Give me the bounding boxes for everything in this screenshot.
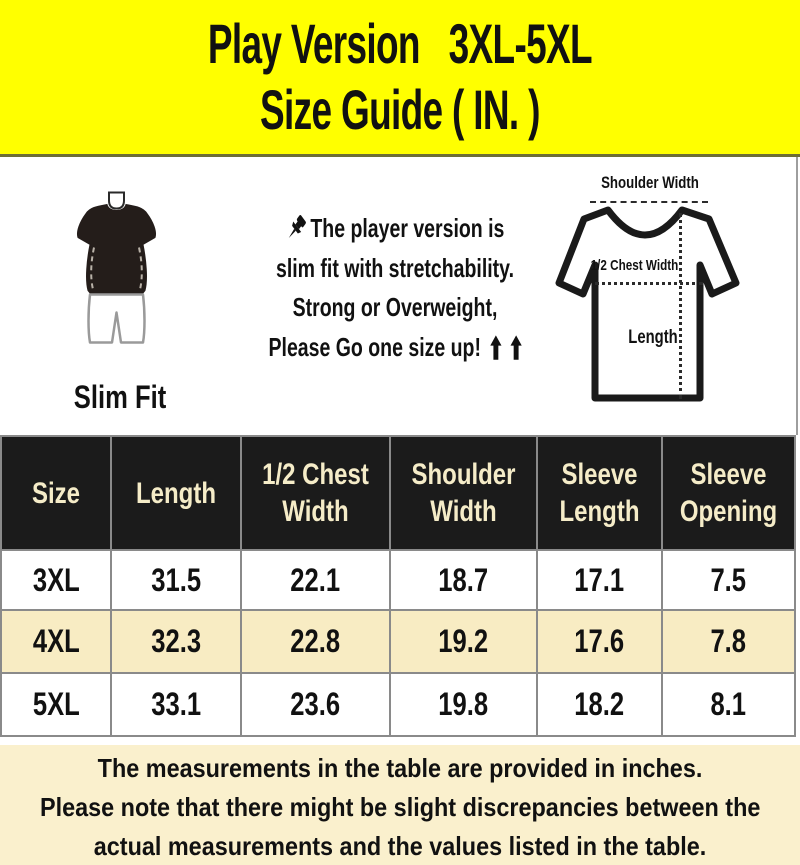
table-header-cell: Size <box>2 437 110 549</box>
title-line-2-text: Size Guide ( IN. ) <box>260 78 540 141</box>
fit-note: The player version is slim fit with stre… <box>225 209 565 367</box>
fit-note-line-3: Strong or Overweight, <box>292 292 498 322</box>
table-header-cell: Sleeve Opening <box>663 437 794 549</box>
fit-note-text-4: Please Go one size up! <box>268 331 481 362</box>
up-arrow-icon <box>510 335 522 360</box>
footer-line-2: Please note that there might be slight d… <box>40 792 761 822</box>
footer-note: The measurements in the table are provid… <box>0 745 800 865</box>
table-cell: 7.8 <box>663 611 794 672</box>
table-cell: 32.3 <box>112 611 240 672</box>
up-arrow-icon <box>489 335 502 360</box>
table-cell: 8.1 <box>663 674 794 735</box>
black-top-shape <box>77 203 156 300</box>
slim-fit-label: Slim Fit <box>73 379 167 415</box>
table-cell: 19.2 <box>391 611 536 672</box>
fit-note-line-2: slim fit with stretchability. <box>275 252 515 283</box>
table-cell: 22.8 <box>242 611 389 672</box>
table-header-cell: Shoulder Width <box>391 437 536 549</box>
fit-note-text-1: The player version is <box>310 213 505 243</box>
title-line-1-text: Play Version 3XL-5XL <box>208 12 593 75</box>
shoulder-width-label: Shoulder Width <box>601 173 699 192</box>
table-header-cell: Sleeve Length <box>538 437 661 549</box>
length-label: Length <box>628 327 678 348</box>
footer-line-1: The measurements in the table are provid… <box>97 753 703 783</box>
table-cell: 22.1 <box>242 551 389 609</box>
table-cell-size: 3XL <box>2 551 110 609</box>
table-cell: 31.5 <box>112 551 240 609</box>
table-cell: 23.6 <box>242 674 389 735</box>
table-cell: 19.8 <box>391 674 536 735</box>
slim-fit-figure-illustration <box>77 191 156 344</box>
table-header-cell: Length <box>112 437 240 549</box>
fit-info-section: Slim Fit The player version is slim fit … <box>0 157 798 435</box>
shoulder-width-dashed-line <box>590 201 708 203</box>
table-cell: 7.5 <box>663 551 794 609</box>
size-table: Size Length 1/2 Chest Width Shoulder Wid… <box>0 435 796 737</box>
fit-note-line-1: The player version is <box>268 209 523 249</box>
table-cell-size: 5XL <box>2 674 110 735</box>
fit-note-line-4: Please Go one size up! <box>268 328 523 368</box>
pushpin-icon <box>288 214 307 238</box>
table-cell: 17.1 <box>538 551 661 609</box>
length-dotted-line <box>679 213 682 399</box>
table-cell-size: 4XL <box>2 611 110 672</box>
header-banner: Play Version 3XL-5XL Size Guide ( IN. ) <box>0 0 800 157</box>
title-line-2: Size Guide ( IN. ) <box>0 80 800 140</box>
footer-line-3: actual measurements and the values liste… <box>93 831 707 861</box>
half-chest-width-label: 1/2 Chest Width <box>590 257 679 274</box>
tshirt-measurement-diagram: Shoulder Width 1/2 Chest Width Length <box>545 157 800 435</box>
table-header-cell: 1/2 Chest Width <box>242 437 389 549</box>
shorts-shape <box>87 293 146 344</box>
chest-width-dotted-line <box>595 282 703 285</box>
table-cell: 18.7 <box>391 551 536 609</box>
tshirt-outline-illustration <box>555 206 740 402</box>
table-cell: 33.1 <box>112 674 240 735</box>
table-cell: 18.2 <box>538 674 661 735</box>
table-cell: 17.6 <box>538 611 661 672</box>
title-line-1: Play Version 3XL-5XL <box>0 14 800 74</box>
